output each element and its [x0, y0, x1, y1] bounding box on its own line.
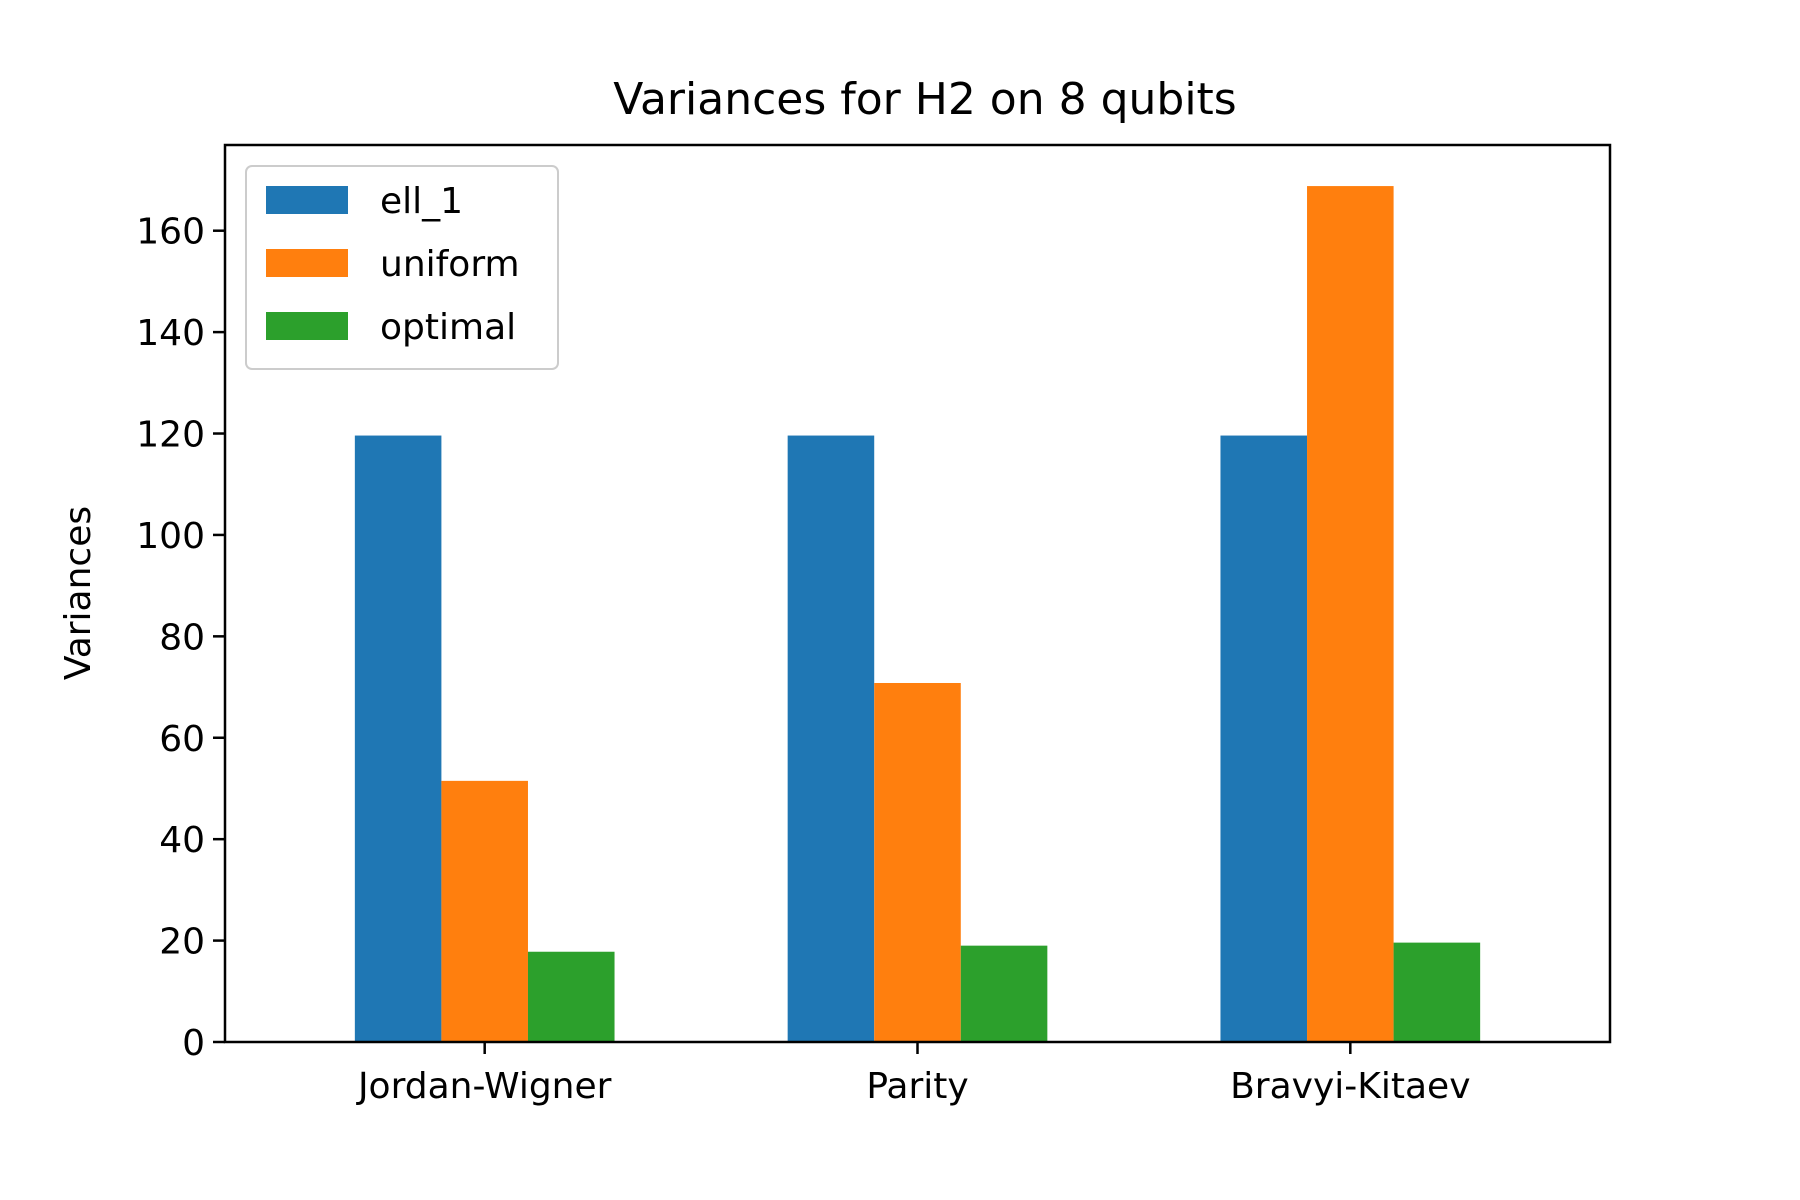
plot-frame: [223, 143, 1612, 1044]
y-axis-label: Variances: [58, 506, 99, 680]
y-tick-label: 60: [159, 719, 205, 760]
bars-layer: [354, 186, 1481, 1042]
bar-optimal-parity: [960, 945, 1048, 1042]
legend-label-ell_1: ell_1: [380, 181, 463, 222]
legend-label-uniform: uniform: [380, 244, 520, 285]
y-tick-label: 20: [159, 922, 205, 963]
y-axis: 0 20 40 60 80 100 120 140 160: [136, 212, 225, 1064]
legend-label-optimal: optimal: [380, 307, 516, 348]
x-tick-label: Bravyi-Kitaev: [1230, 1066, 1470, 1107]
bar-ell_1-parity: [787, 435, 875, 1042]
bar-ell_1-jordan-wigner: [354, 435, 442, 1042]
y-tick-label: 40: [159, 820, 205, 861]
bar-optimal-bravyi-kitaev: [1393, 942, 1481, 1042]
bar-uniform-parity: [874, 682, 961, 1042]
legend-swatch-optimal: [266, 312, 348, 340]
legend-swatch-ell_1: [266, 186, 348, 214]
bar-uniform-bravyi-kitaev: [1307, 186, 1394, 1042]
x-axis: Jordan-Wigner Parity Bravyi-Kitaev: [356, 1042, 1471, 1107]
y-tick-label: 80: [159, 617, 205, 658]
bar-uniform-jordan-wigner: [441, 780, 528, 1042]
y-tick-label: 100: [136, 516, 205, 557]
y-tick-label: 120: [136, 415, 205, 456]
bar-ell_1-bravyi-kitaev: [1220, 435, 1308, 1042]
y-tick-label: 0: [182, 1023, 205, 1064]
y-tick-label: 160: [136, 212, 205, 253]
y-tick-label: 140: [136, 313, 205, 354]
legend-swatch-uniform: [266, 249, 348, 277]
chart-title: Variances for H2 on 8 qubits: [613, 74, 1236, 125]
x-tick-label: Jordan-Wigner: [356, 1066, 612, 1107]
x-tick-label: Parity: [866, 1066, 968, 1107]
bar-optimal-jordan-wigner: [527, 951, 615, 1042]
